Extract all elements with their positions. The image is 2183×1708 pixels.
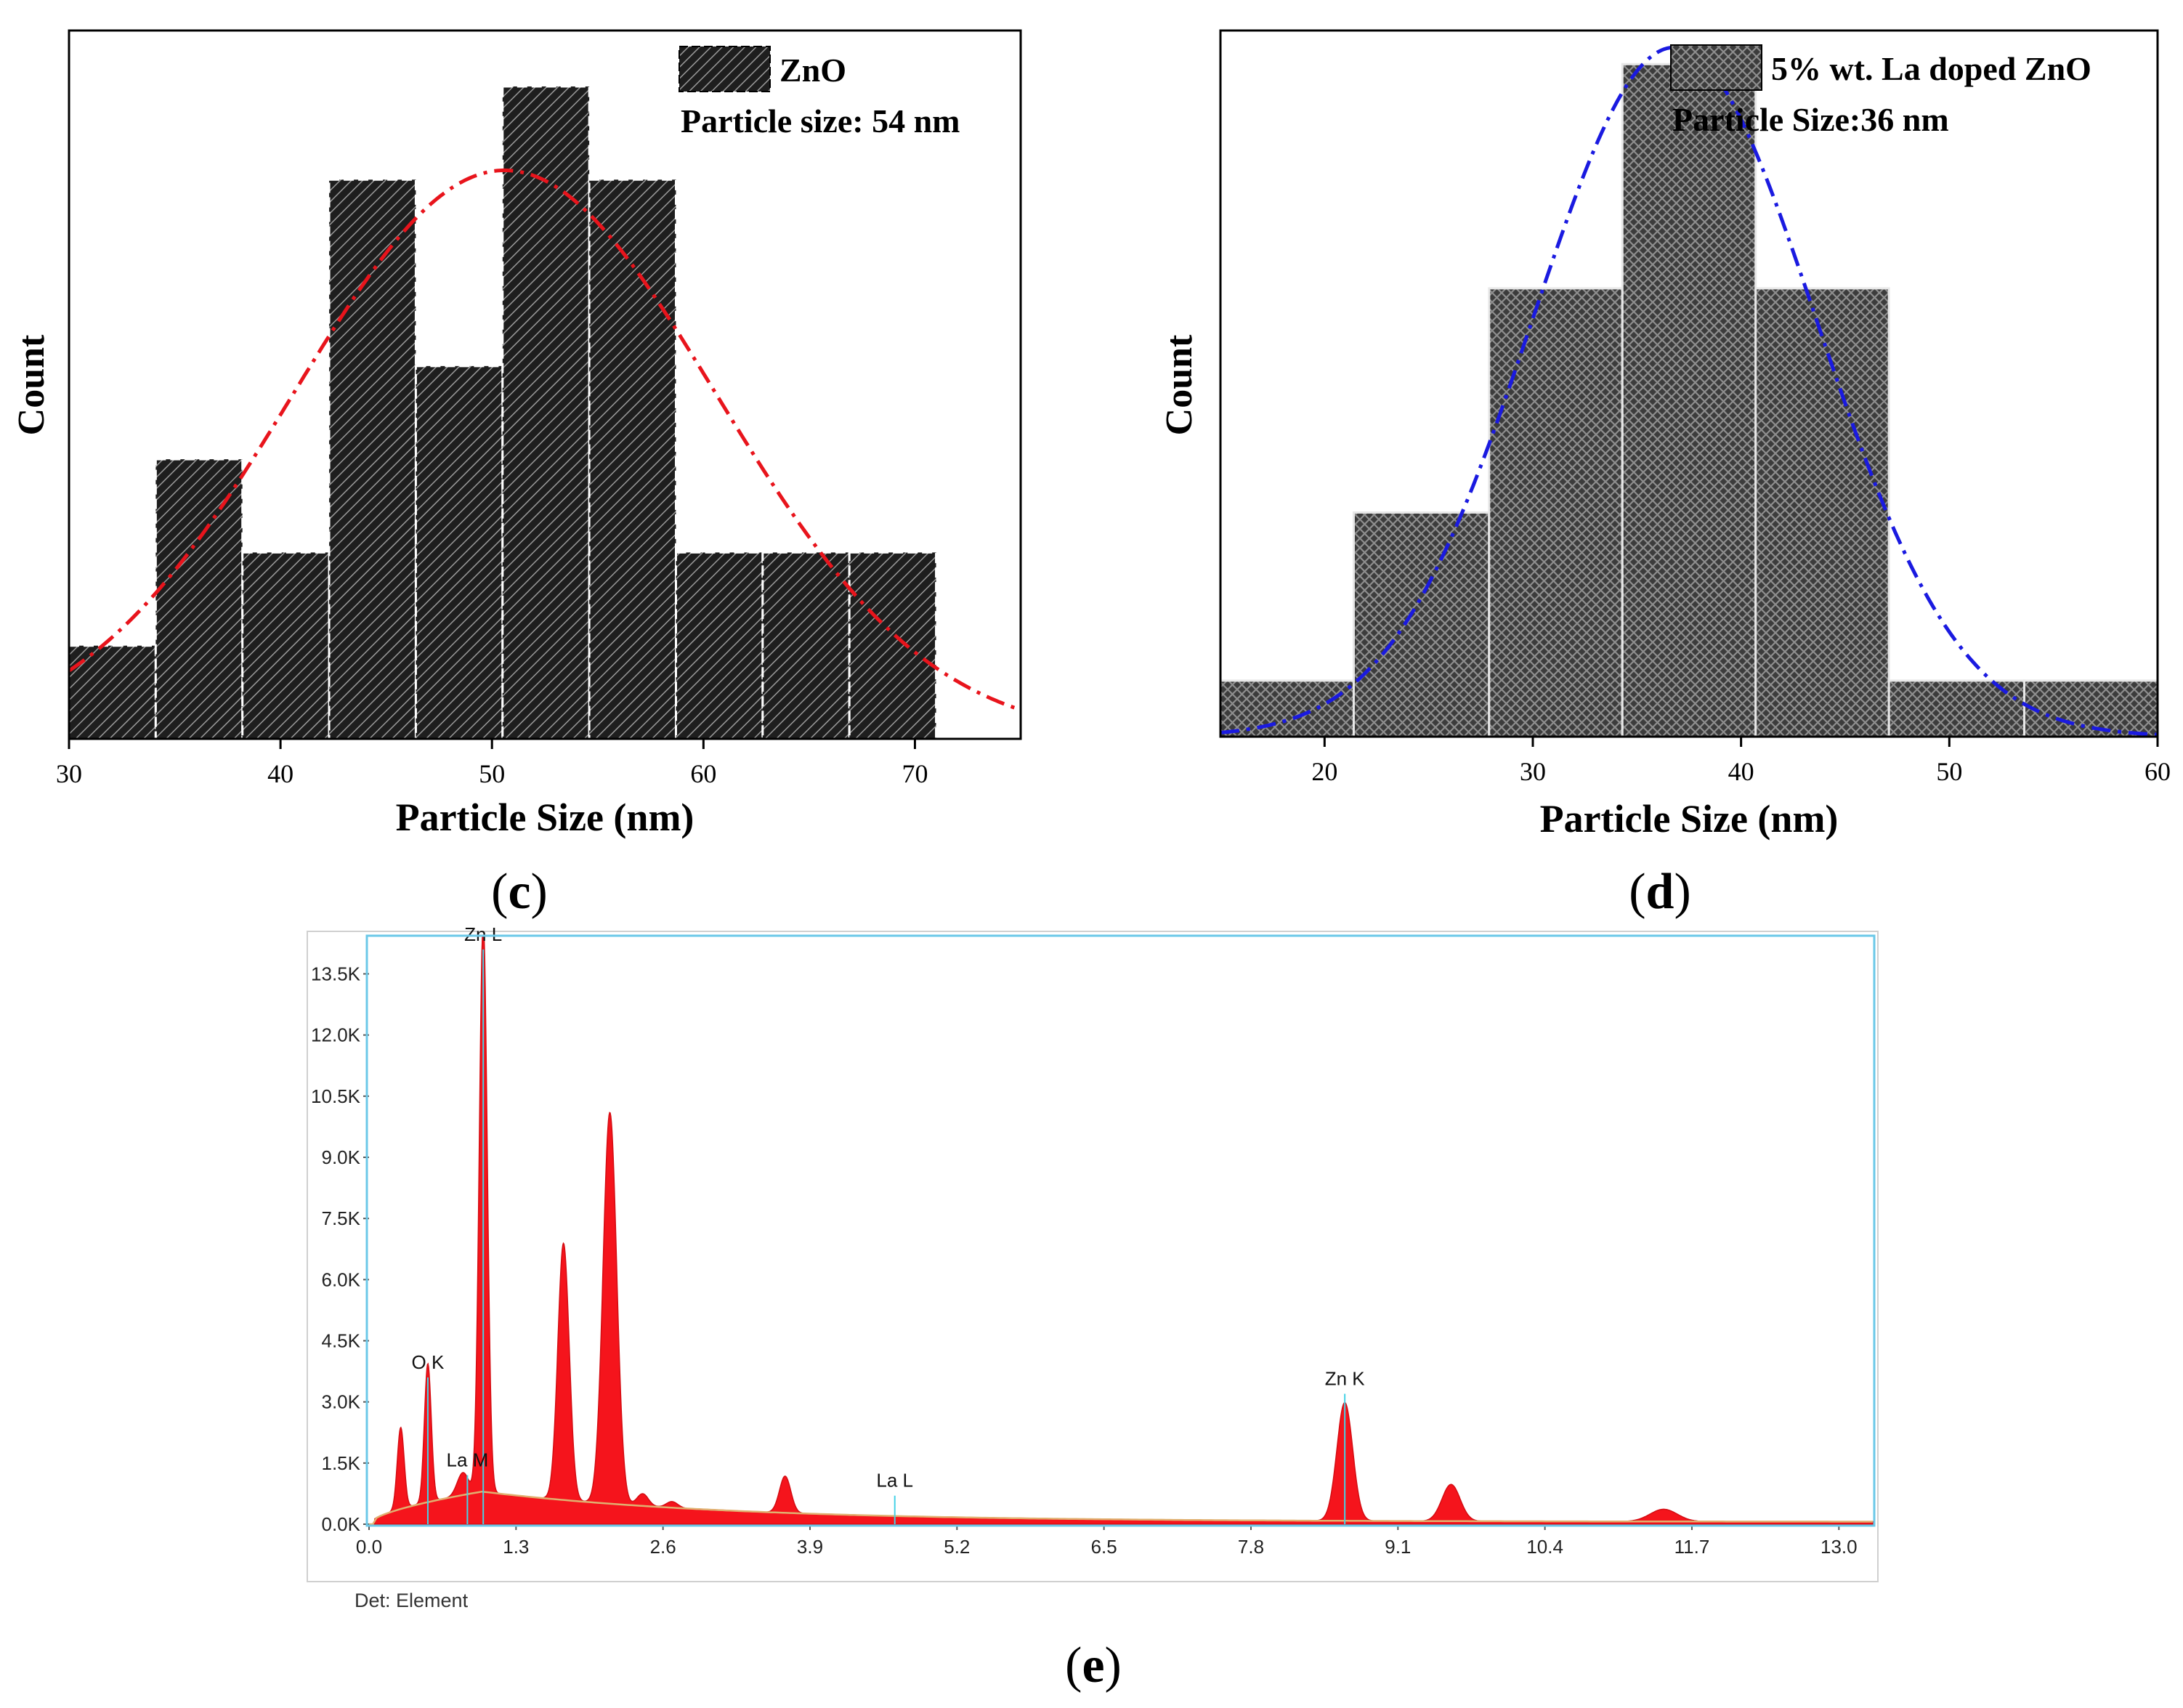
panel-e-x-tick-label: 0.0 — [356, 1536, 382, 1558]
panel-d-x-tick-label: 30 — [1520, 757, 1546, 786]
panel-c-bar — [761, 551, 851, 740]
panel-e-x-tick-label: 13.0 — [1820, 1536, 1858, 1558]
panel-e-y-tick-label: 6.0K — [322, 1268, 361, 1290]
panel-d-x-tick-label: 40 — [1728, 757, 1754, 786]
panel-e-y-tick-label: 0.0K — [322, 1513, 361, 1535]
panel-d-x-tick-label: 50 — [1936, 757, 1962, 786]
panel-e-caption: (e) — [1065, 1638, 1122, 1693]
panel-d-x-tick-label: 20 — [1311, 757, 1337, 786]
panel-e-peak-label: O K — [412, 1351, 445, 1373]
panel-e-outer-frame — [307, 931, 1879, 1582]
panel-e-x-tick-label: 6.5 — [1091, 1536, 1117, 1558]
panel-e-footer: Det: Element — [355, 1590, 469, 1611]
panel-d-bar — [1621, 62, 1757, 738]
panel-d-bars — [1219, 62, 2159, 738]
panel-c-x-tick-label: 60 — [690, 759, 716, 788]
panel-c-legend-label: ZnO — [779, 52, 846, 89]
panel-c-bar — [328, 178, 417, 740]
panel-e-y-tick-label: 9.0K — [322, 1146, 361, 1168]
panel-e-y-tick-label: 13.5K — [311, 963, 361, 985]
panel-d-legend-swatch — [1670, 44, 1762, 91]
panel-c-y-axis-label: Count — [11, 334, 52, 435]
panel-c-x-ticks: 30 40 50 60 70 — [56, 739, 928, 788]
panel-d-legend-label: 5% wt. La doped ZnO — [1771, 50, 2091, 87]
panel-e-x-tick-label: 7.8 — [1238, 1536, 1264, 1558]
panel-c-bar — [674, 551, 764, 740]
panel-e-y-tick-label: 4.5K — [322, 1330, 361, 1352]
panel-c-bar — [848, 551, 938, 740]
panel-e-y-tick-label: 10.5K — [311, 1085, 361, 1107]
panel-c-x-tick-label: 30 — [56, 759, 82, 788]
panel-e: 0.0K 1.5K 3.0K 4.5K 6.0K 7.5K 9.0K 10.5K 12.0K 13… — [307, 923, 1879, 1693]
panel-e-x-tick-label: 5.2 — [944, 1536, 970, 1558]
panel-d-y-axis-label: Count — [1159, 334, 1200, 435]
panel-e-x-tick-label: 9.1 — [1385, 1536, 1411, 1558]
panel-e-y-tick-label: 1.5K — [322, 1452, 361, 1474]
panel-d-bar — [2023, 679, 2159, 738]
panel-c-legend-swatch — [679, 46, 771, 92]
panel-e-ticks: 0.0K 1.5K 3.0K 4.5K 6.0K 7.5K 9.0K 10.5K 12.0K 13… — [311, 963, 1858, 1558]
panel-c-bar — [501, 85, 591, 740]
panel-c-x-tick-label: 40 — [267, 759, 293, 788]
panel-d-gaussian-fit — [1220, 45, 2158, 737]
panel-c-legend-note: Particle size: 54 nm — [681, 102, 960, 139]
panel-d-bar — [1754, 287, 1890, 738]
panel-c-caption: (c) — [491, 864, 548, 920]
panel-d-x-ticks: 20 30 40 50 60 — [1311, 737, 2171, 786]
panel-c-bar — [241, 551, 331, 740]
panel-c-bar — [588, 178, 677, 740]
panel-e-background-fit — [369, 1490, 1873, 1526]
panel-c-bars — [68, 85, 938, 740]
panel-c: 30 40 50 60 70 ZnO Particle size: 54 nm Coun… — [11, 29, 1022, 920]
panel-d-caption: (d) — [1629, 864, 1691, 920]
panel-e-peak-labels: Zn L O K La M La L Zn K — [412, 923, 1366, 1492]
panel-c-x-tick-label: 70 — [902, 759, 928, 788]
panel-e-peak-label: La M — [446, 1449, 488, 1471]
panel-e-peak-label: Zn K — [1325, 1367, 1366, 1389]
panel-d-plot-frame — [1219, 29, 2159, 738]
panel-c-x-tick-label: 50 — [479, 759, 505, 788]
panel-c-bar — [154, 458, 244, 740]
panel-c-gaussian-fit — [68, 168, 1021, 712]
panel-e-y-tick-label: 12.0K — [311, 1024, 361, 1046]
panel-e-peak-label: La L — [876, 1470, 913, 1492]
panel-e-x-tick-label: 10.4 — [1526, 1536, 1563, 1558]
panel-c-bar — [414, 365, 504, 740]
panel-d-x-tick-label: 60 — [2144, 757, 2171, 786]
panel-d-bar — [1352, 511, 1491, 738]
panel-d-x-axis-label: Particle Size (nm) — [1540, 797, 1839, 841]
panel-d-legend-note: Particle Size:36 nm — [1672, 101, 1949, 138]
panel-d-bar — [1219, 679, 1355, 738]
panel-e-x-tick-label: 2.6 — [650, 1536, 676, 1558]
panel-c-x-axis-label: Particle Size (nm) — [396, 796, 694, 839]
panel-e-x-tick-label: 1.3 — [503, 1536, 529, 1558]
panel-e-x-tick-label: 11.7 — [1674, 1536, 1710, 1558]
panel-e-y-tick-label: 7.5K — [322, 1207, 361, 1229]
panel-e-plot-frame — [365, 934, 1876, 1527]
panel-e-y-tick-label: 3.0K — [322, 1391, 361, 1413]
panel-e-peak-markers — [426, 949, 1346, 1524]
panel-c-plot-frame — [68, 29, 1022, 740]
panel-e-x-tick-label: 3.9 — [797, 1536, 823, 1558]
panel-d-bar — [1488, 287, 1624, 738]
panel-e-peak-label: Zn L — [464, 923, 502, 945]
panel-d: 20 30 40 50 60 5% wt. La doped ZnO Particle … — [1159, 29, 2171, 920]
